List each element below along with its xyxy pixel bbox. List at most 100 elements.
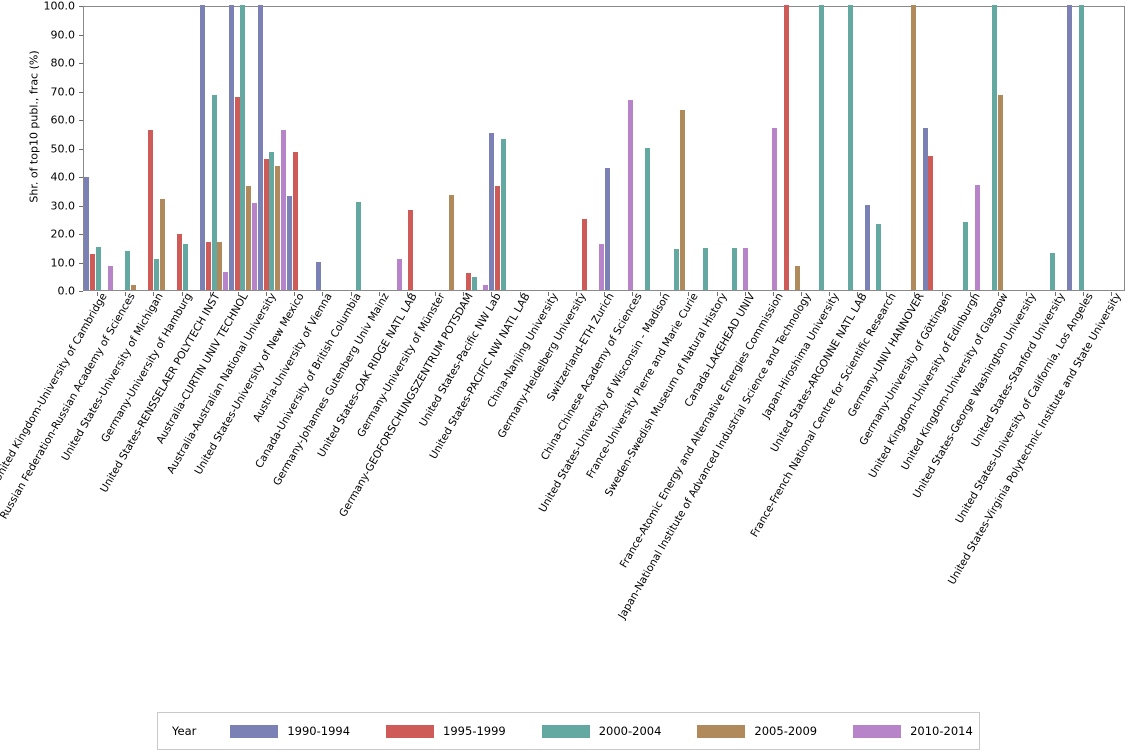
x-tick-mark [885,292,887,296]
y-tick-mark [79,63,83,64]
legend-swatch [853,724,902,738]
bar [280,130,286,290]
x-tick-mark [547,292,549,296]
bar [257,5,263,290]
bar [356,202,362,290]
bar-group [315,7,344,290]
bar [604,168,610,290]
x-tick-mark [998,292,1000,296]
bar [674,249,680,290]
x-tick-mark [1110,292,1112,296]
bar-group [142,7,171,290]
bar [1078,5,1084,290]
y-tick-mark [79,234,83,235]
y-tick-mark [79,120,83,121]
bar [217,241,223,290]
bar-group [373,7,402,290]
plot-area [83,5,1125,291]
bar-group [431,7,460,290]
x-tick-mark [378,292,380,296]
bar [246,185,252,290]
bar-groups [84,5,1124,290]
bar-group [778,5,807,290]
bar-group [84,7,113,290]
bar-group [691,7,720,290]
y-tick-label: 10.0 [50,256,76,269]
bar [176,233,182,290]
y-tick-label: 20.0 [50,227,76,241]
bar-group [749,7,778,290]
legend-item[interactable]: 2010-2014 [853,724,973,738]
x-tick-mark [463,292,465,296]
bar [205,242,211,290]
x-tick-mark [632,292,634,296]
y-tick-label: 40.0 [50,170,76,184]
bar [263,158,269,290]
bar-group [1067,5,1096,290]
bar [500,138,506,290]
bar [84,177,90,290]
legend-item[interactable]: 2005-2009 [697,724,817,738]
bar [489,133,495,290]
legend-swatch [386,724,435,738]
x-tick-mark [181,292,183,296]
bar [234,96,240,290]
y-tick-label: 90.0 [50,28,76,41]
x-tick-mark [406,292,408,296]
y-tick-mark [79,291,83,292]
y-tick-label: 70.0 [50,85,76,98]
bar [864,205,870,290]
x-tick-mark [97,292,99,296]
bar [483,284,489,290]
bar [679,110,685,290]
y-tick-label: 0.0 [57,284,76,298]
bar [107,266,113,290]
bar [847,5,853,290]
legend-item[interactable]: 1995-1999 [386,724,506,738]
y-tick-mark [79,205,83,207]
y-tick-mark [79,177,83,178]
bar [90,253,96,290]
x-tick-mark [237,292,239,296]
bar-group [171,7,200,290]
bar [818,5,824,290]
legend-swatch [541,724,590,738]
x-tick-mark [575,292,577,296]
x-tick-mark [970,292,972,296]
x-tick-mark [435,292,437,296]
y-tick-label: 30.0 [50,199,76,212]
bar [130,284,136,290]
bar [448,194,454,290]
x-tick-mark [1054,292,1056,296]
y-tick-label: 50.0 [50,142,76,155]
bar [211,94,217,290]
bar-group [547,7,576,290]
x-tick-mark [857,292,859,296]
legend-item[interactable]: 2000-2004 [541,724,661,738]
bar-group [1009,7,1038,290]
x-tick-mark [716,292,718,296]
bar [795,266,801,290]
bar [292,152,298,290]
bar [963,221,969,290]
x-tick-mark [125,292,127,296]
legend-swatch [697,724,746,738]
legend-items: 1990-1994 1995-1999 2000-2004 2005-2009 2010… [230,724,1008,738]
x-tick-mark [1026,292,1028,296]
bar [269,151,275,290]
bar [783,5,789,290]
legend-item[interactable]: 1990-1994 [230,724,350,738]
y-tick-mark [79,91,83,93]
bar-group [922,7,951,290]
bar [228,5,234,290]
bar [928,156,934,290]
bar-group [1038,7,1067,290]
x-tick-mark [266,292,268,296]
bar [702,247,708,290]
bar [911,5,917,290]
bar [315,262,321,290]
x-tick-mark [772,292,774,296]
bar [494,185,500,290]
x-tick-mark [913,292,915,296]
bar-group [344,7,373,290]
